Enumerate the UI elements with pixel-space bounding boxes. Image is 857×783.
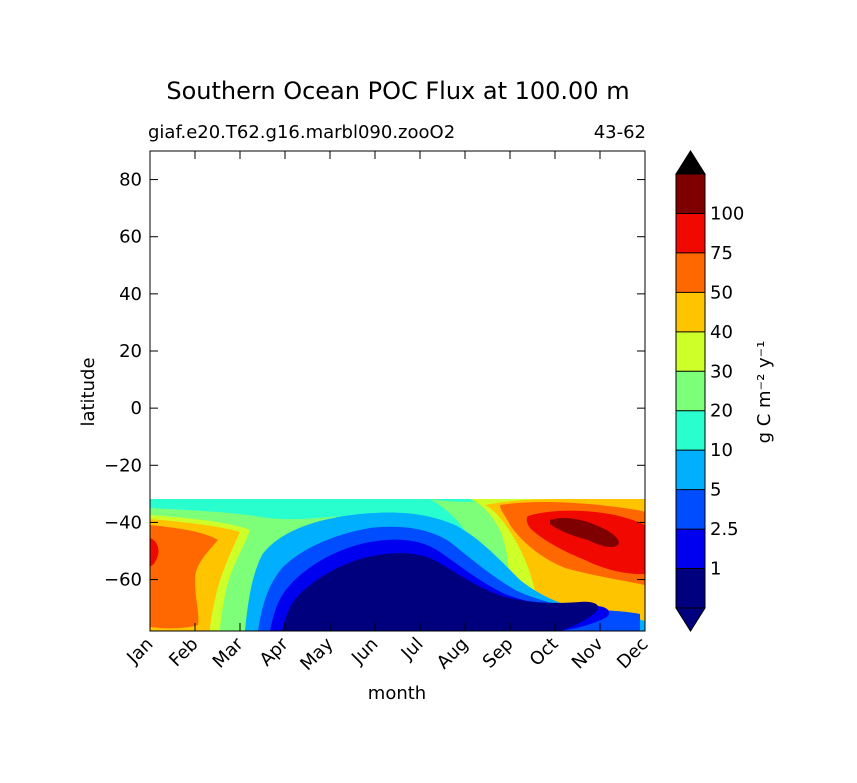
colorbar-swatch [676, 450, 705, 490]
colorbar-swatch [676, 410, 705, 451]
colorbar-swatch [676, 174, 705, 214]
colorbar-tick-label: 20 [710, 401, 733, 422]
colorbar-tick-label: 10 [710, 440, 733, 461]
y-tick-label: 20 [119, 341, 142, 362]
colorbar-frame [675, 173, 706, 609]
chart-subtitle-right: 43-62 [594, 122, 646, 143]
contour-band-75-100 [150, 538, 159, 566]
x-tick-label: Sep [479, 634, 518, 673]
x-tick-label: May [296, 633, 337, 674]
x-tick-label: Apr [256, 633, 293, 670]
colorbar-swatch [676, 213, 705, 253]
y-tick-label: 40 [119, 284, 142, 305]
colorbar-tick-label: 40 [710, 322, 733, 343]
colorbar-swatch [676, 568, 705, 608]
y-tick-label: 80 [119, 170, 142, 191]
y-tick-label: −20 [104, 455, 142, 476]
y-tick-label: 0 [131, 398, 142, 419]
x-tick-label: Feb [165, 634, 202, 671]
y-axis-label: latitude [78, 357, 99, 426]
x-tick-label: Dec [613, 634, 652, 673]
plot-frame [149, 150, 646, 632]
colorbar-tick-label: 75 [710, 243, 733, 264]
x-tick-label: Jun [347, 634, 382, 669]
colorbar-swatch [676, 529, 705, 569]
contour-band-over-100-east [550, 517, 619, 548]
contour-band-under-1 [282, 553, 599, 631]
contour-band-50-75 [150, 525, 218, 629]
y-tick-label: −40 [104, 512, 142, 533]
x-axis-label: month [368, 683, 426, 704]
chart-subtitle-left: giaf.e20.T62.g16.marbl090.zooO2 [148, 122, 455, 143]
x-tick-label: Nov [568, 633, 608, 673]
y-tick-label: −60 [104, 570, 142, 591]
colorbar-tick-label: 30 [710, 361, 733, 382]
colorbar-tick-label: 1 [710, 559, 721, 580]
x-tick-label: Oct [526, 634, 563, 671]
colorbar-label: g C m⁻² y⁻¹ [754, 341, 775, 444]
colorbar-tick-label: 50 [710, 282, 733, 303]
colorbar-tick-label: 100 [710, 203, 744, 224]
colorbar-extend-low [675, 607, 706, 632]
colorbar: 1 2.5 5 10 20 30 40 50 75 100 [675, 150, 744, 632]
colorbar-tick-label: 2.5 [710, 519, 739, 540]
colorbar-swatch [676, 331, 705, 372]
y-axis: 80 60 40 20 0 −20 −40 −60 [104, 170, 645, 591]
colorbar-swatch [676, 371, 705, 411]
contour-field [150, 499, 645, 631]
y-tick-label: 60 [119, 227, 142, 248]
colorbar-tick-label: 5 [710, 480, 721, 501]
colorbar-swatch [676, 252, 705, 293]
x-tick-label: Jul [397, 634, 428, 665]
colorbar-swatch [676, 489, 705, 530]
colorbar-swatch [676, 292, 705, 332]
x-tick-label: Mar [209, 633, 248, 672]
x-tick-label: Jan [122, 634, 157, 669]
x-tick-label: Aug [433, 634, 473, 674]
chart-title: Southern Ocean POC Flux at 100.00 m [166, 77, 629, 105]
colorbar-extend-high [675, 150, 706, 175]
